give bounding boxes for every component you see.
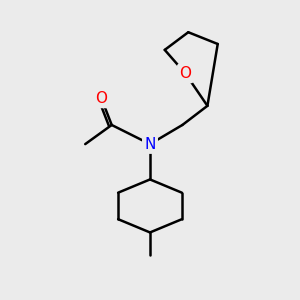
- Text: O: O: [179, 66, 191, 81]
- Text: N: N: [144, 136, 156, 152]
- Text: O: O: [95, 91, 107, 106]
